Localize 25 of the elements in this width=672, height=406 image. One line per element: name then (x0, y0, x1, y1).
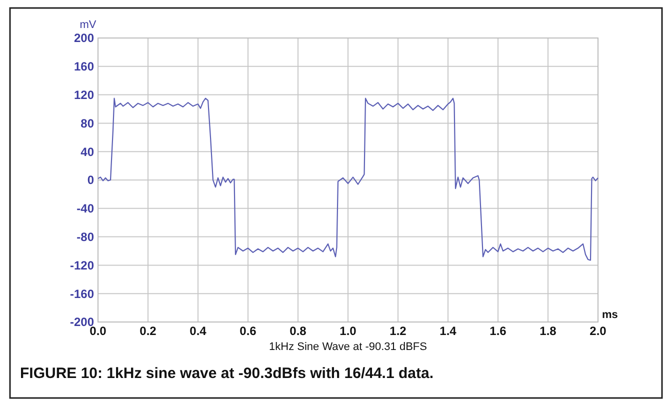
y-tick-label: 200 (74, 31, 94, 46)
line-series (97, 98, 599, 261)
y-tick-label: -40 (76, 202, 94, 216)
x-tick-label: 2.0 (590, 324, 607, 338)
x-tick-label: 0.6 (240, 324, 257, 338)
x-tick-label: 1.4 (440, 324, 457, 338)
x-tick-label: 1.2 (390, 324, 407, 338)
y-tick-label: -80 (76, 230, 94, 244)
y-axis-title: mV (80, 19, 97, 31)
x-tick-label: 0.2 (140, 324, 157, 338)
text: 1kHz Sine Wave at -90.31 dBFS (269, 341, 427, 353)
x-tick-label: 1.0 (340, 324, 357, 338)
y-tick-label: 160 (74, 60, 94, 74)
text: FIGURE 10: 1kHz sine wave at -90.3dBfs with 16/44.1 data. (20, 365, 434, 382)
y-tick-label: 80 (80, 116, 94, 130)
y-tick-label: 120 (74, 88, 94, 102)
y-tick-label: -120 (70, 258, 94, 272)
x-tick-label: 0.8 (290, 324, 307, 338)
x-axis-title: ms (602, 309, 618, 321)
y-tick-label: 0 (87, 173, 94, 188)
x-tick-label: 1.8 (540, 324, 557, 338)
y-tick-label: -160 (70, 286, 94, 301)
x-tick-label: 0.4 (190, 324, 207, 338)
x-tick-label: 1.6 (490, 324, 507, 338)
y-tick-label: 40 (80, 144, 94, 159)
